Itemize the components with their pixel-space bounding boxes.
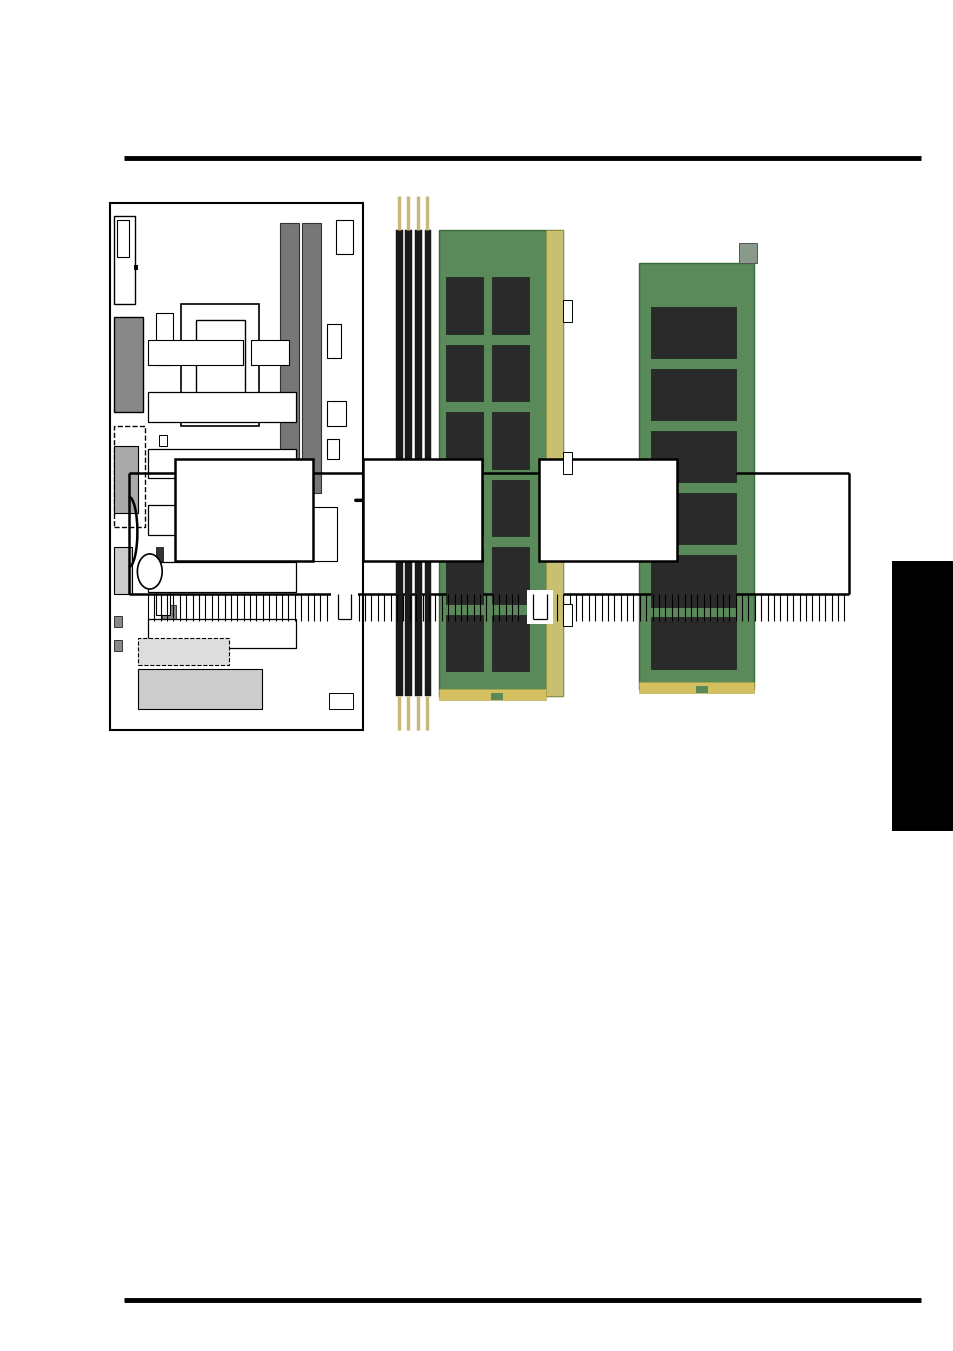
Bar bbox=[114, 317, 143, 412]
Bar bbox=[492, 412, 528, 469]
Bar bbox=[891, 561, 953, 831]
Bar bbox=[696, 686, 707, 693]
Bar bbox=[181, 304, 259, 426]
Bar bbox=[279, 223, 298, 493]
Bar bbox=[639, 682, 753, 693]
Bar bbox=[362, 459, 481, 561]
Bar bbox=[138, 638, 229, 665]
Bar bbox=[650, 555, 736, 607]
Bar bbox=[335, 220, 353, 254]
Bar bbox=[114, 426, 145, 527]
Bar bbox=[159, 435, 167, 446]
Bar bbox=[446, 480, 482, 536]
Bar bbox=[327, 401, 346, 426]
Bar bbox=[114, 446, 138, 513]
Bar bbox=[446, 615, 482, 671]
Bar bbox=[405, 230, 412, 696]
Bar bbox=[562, 453, 572, 474]
Circle shape bbox=[262, 507, 300, 561]
Bar bbox=[308, 507, 336, 561]
Bar bbox=[148, 505, 295, 535]
Bar bbox=[650, 369, 736, 420]
Bar bbox=[302, 223, 321, 493]
Bar bbox=[195, 320, 245, 412]
Bar bbox=[148, 562, 295, 592]
Bar bbox=[650, 617, 736, 669]
Bar bbox=[424, 230, 431, 696]
Bar bbox=[138, 669, 262, 709]
Bar bbox=[174, 459, 313, 561]
Bar bbox=[327, 324, 340, 358]
Bar bbox=[562, 604, 572, 626]
Text: ASUS: ASUS bbox=[226, 523, 251, 531]
Bar bbox=[492, 277, 528, 334]
Bar bbox=[639, 263, 753, 689]
Bar bbox=[155, 313, 172, 365]
Bar bbox=[415, 230, 421, 696]
Bar bbox=[331, 590, 357, 624]
Bar bbox=[110, 203, 362, 730]
Bar bbox=[329, 693, 353, 709]
Bar bbox=[446, 345, 482, 401]
Bar bbox=[538, 459, 677, 561]
Bar bbox=[251, 340, 289, 365]
Bar bbox=[526, 590, 553, 624]
Bar bbox=[181, 493, 238, 588]
Bar bbox=[327, 439, 338, 459]
Bar bbox=[438, 689, 545, 700]
Bar bbox=[117, 220, 129, 257]
Bar bbox=[446, 277, 482, 334]
Bar bbox=[650, 493, 736, 544]
Bar bbox=[562, 300, 572, 322]
Bar bbox=[650, 431, 736, 482]
Bar bbox=[446, 547, 482, 604]
Bar bbox=[155, 547, 163, 561]
Bar bbox=[148, 619, 295, 648]
Bar bbox=[148, 392, 295, 422]
Bar bbox=[491, 693, 502, 700]
Bar bbox=[739, 243, 756, 263]
Bar bbox=[492, 480, 528, 536]
Bar bbox=[492, 547, 528, 604]
Bar bbox=[650, 307, 736, 358]
Bar bbox=[114, 216, 135, 304]
Bar bbox=[148, 340, 243, 365]
Bar bbox=[248, 513, 269, 574]
Bar bbox=[446, 412, 482, 469]
Bar bbox=[114, 547, 132, 594]
Bar bbox=[114, 640, 122, 651]
Bar bbox=[162, 605, 176, 621]
Bar bbox=[395, 230, 402, 696]
Bar bbox=[133, 265, 138, 270]
Bar bbox=[155, 577, 170, 615]
Circle shape bbox=[137, 554, 162, 589]
Bar bbox=[545, 230, 562, 696]
Bar bbox=[492, 615, 528, 671]
Bar bbox=[148, 449, 295, 478]
Bar bbox=[114, 616, 122, 627]
Bar bbox=[492, 345, 528, 401]
Bar bbox=[438, 230, 562, 696]
